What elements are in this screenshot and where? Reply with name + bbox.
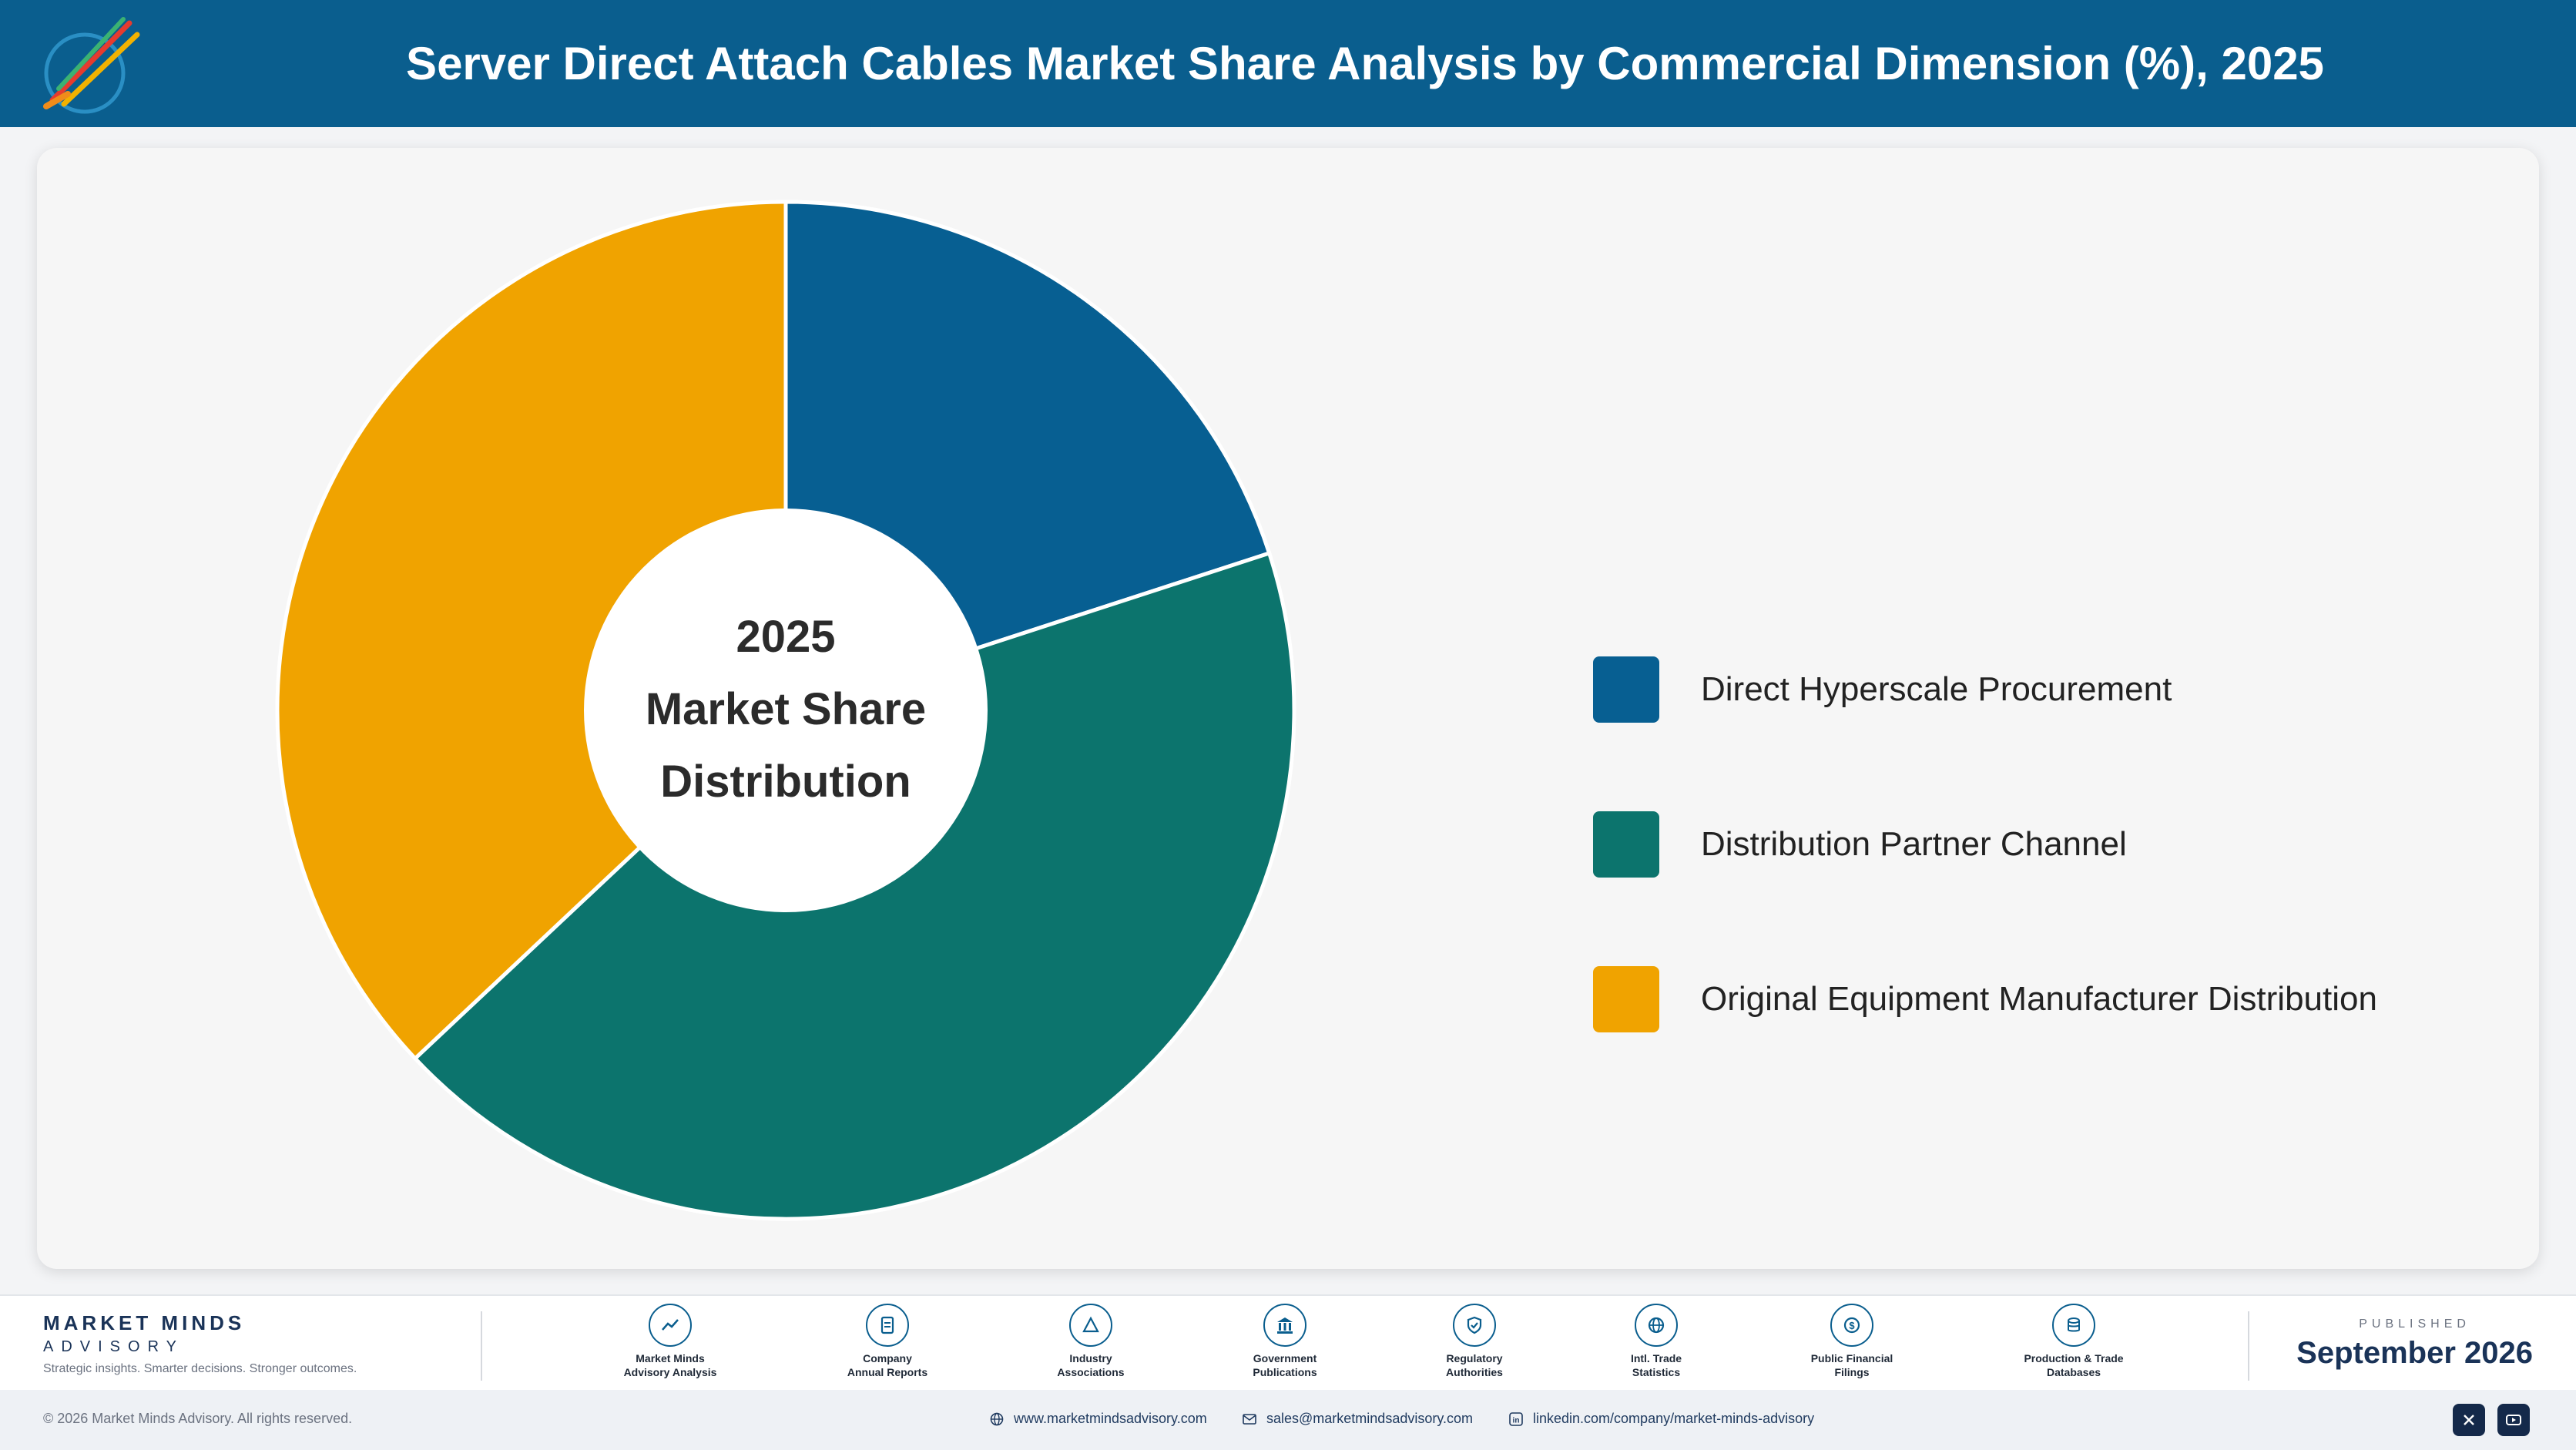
source-government-publications: Government Publications [1208,1304,1362,1379]
email-link[interactable]: sales@marketmindsadvisory.com [1242,1411,1473,1427]
source-label: Public Financial Filings [1810,1352,1893,1378]
pie-slice-original-equipment-manufacturer-distribution [275,200,788,1062]
youtube-icon[interactable] [2497,1404,2530,1436]
source-trade-statistics: Intl. Trade Statistics [1579,1304,1733,1379]
published-label: PUBLISHED [2359,1317,2470,1331]
header-bar: Server Direct Attach Cables Market Share… [0,0,2576,127]
source-label: Industry Associations [1057,1352,1125,1378]
copyright-text: © 2026 Market Minds Advisory. All rights… [43,1411,353,1426]
source-label: Government Publications [1253,1352,1317,1378]
center-label-line-3: Distribution [660,757,911,807]
legend-item-oem-distribution: Original Equipment Manufacturer Distribu… [1593,966,2377,1032]
trend-chart-icon [649,1304,692,1347]
globe-icon [1635,1304,1678,1347]
source-label: Intl. Trade Statistics [1630,1352,1682,1378]
source-label: Production & Trade Databases [2024,1352,2124,1378]
website-link[interactable]: www.marketmindsadvisory.com [989,1411,1207,1427]
source-market-minds: Market Minds Advisory Analysis [593,1304,747,1379]
published-date: September 2026 [2296,1336,2533,1370]
brand-tagline: Strategic insights. Smarter decisions. S… [43,1362,357,1375]
source-production-databases: Production & Trade Databases [1997,1304,2151,1379]
divider [2248,1311,2249,1381]
legend-label: Original Equipment Manufacturer Distribu… [1701,980,2377,1018]
email-text: sales@marketmindsadvisory.com [1266,1411,1474,1426]
page-title: Server Direct Attach Cables Market Share… [406,38,2324,89]
globe-icon [990,1412,1004,1425]
shield-check-icon [1453,1304,1496,1347]
legend-item-direct-hyperscale: Direct Hyperscale Procurement [1593,656,2172,723]
x-icon[interactable] [2453,1404,2485,1436]
linkedin-icon: in [1509,1411,1523,1426]
svg-text:$: $ [1849,1320,1855,1331]
source-label: Regulatory Authorities [1446,1352,1503,1378]
legend-label: Distribution Partner Channel [1701,825,2127,863]
footer-brand: MARKET MINDS ADVISORY Strategic insights… [43,1311,357,1376]
center-label-line-2: Market Share [646,684,926,734]
document-icon [866,1304,909,1347]
divider [481,1311,482,1381]
database-icon [2052,1304,2095,1347]
svg-text:in: in [1513,1416,1520,1425]
source-financial-filings: $ Public Financial Filings [1775,1304,1929,1379]
legend-label: Direct Hyperscale Procurement [1701,670,2172,708]
donut-hole [584,509,988,912]
mail-icon [1243,1413,1256,1425]
legend-swatch [1593,966,1659,1032]
government-building-icon [1263,1304,1306,1347]
website-text: www.marketmindsadvisory.com [1014,1411,1207,1426]
legend-swatch [1593,811,1659,878]
legend-swatch [1593,656,1659,723]
linkedin-link[interactable]: in linkedin.com/company/market-minds-adv… [1508,1411,1814,1427]
legend-item-distribution-partner: Distribution Partner Channel [1593,811,2127,878]
brand-sub: ADVISORY [43,1338,184,1355]
company-logo [43,17,140,114]
source-label: Company Annual Reports [847,1352,928,1378]
published-block: PUBLISHED September 2026 [2296,1317,2533,1371]
brand-name: MARKET MINDS [43,1311,246,1334]
bottom-bar: © 2026 Market Minds Advisory. All rights… [0,1390,2576,1450]
source-label: Market Minds Advisory Analysis [623,1352,717,1378]
source-regulatory-authorities: Regulatory Authorities [1397,1304,1551,1379]
source-annual-reports: Company Annual Reports [810,1304,964,1379]
linkedin-text: linkedin.com/company/market-minds-adviso… [1533,1411,1815,1426]
donut-chart: 2025 Market Share Distribution [275,200,1296,1221]
network-icon [1069,1304,1112,1347]
dollar-coin-icon: $ [1830,1304,1873,1347]
chart-card: 2025 Market Share Distribution Direct Hy… [37,148,2539,1269]
source-industry-associations: Industry Associations [1014,1304,1168,1379]
footer: MARKET MINDS ADVISORY Strategic insights… [0,1294,2576,1390]
center-label-year: 2025 [736,612,835,662]
